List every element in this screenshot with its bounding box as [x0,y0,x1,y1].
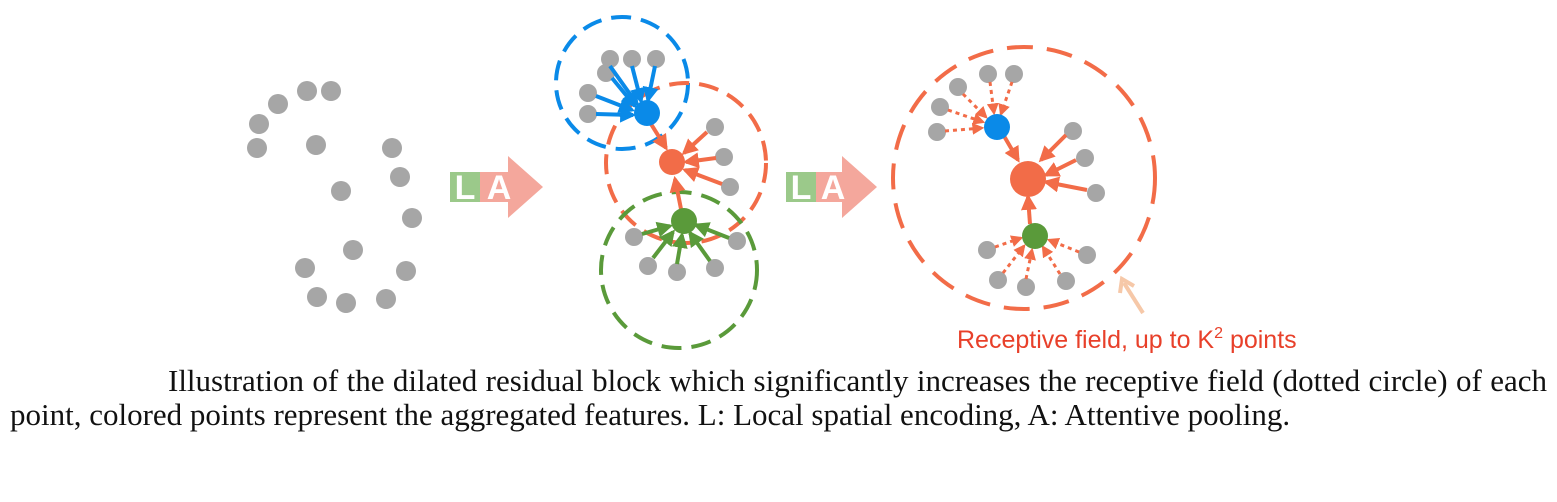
receptive-field-label: Receptive field, up to K2 points [957,325,1297,354]
annotation-pointer [1122,281,1145,315]
figure-caption: Illustration of the dilated residual blo… [10,363,1547,432]
label-a: A [821,169,846,207]
dotted-green-neighbor-arrows [994,235,1080,280]
orange-feature-point [1010,161,1046,197]
green-feature-point [1022,223,1048,249]
panel3-gray-points [928,65,1105,296]
green-aggregation-arrows [641,221,730,265]
dilated-residual-block-diagram: L A [247,15,1297,354]
solid-aggregation-arrows [1002,133,1088,225]
label-l: L [791,169,812,207]
annotation-pointer-head [1118,275,1136,294]
dotted-blue-neighbor-arrows [944,81,1014,135]
orange-center-point [659,149,685,175]
receptive-field-circle [891,45,1157,311]
label-a: A [487,169,512,207]
input-point-cloud [247,81,422,313]
neighborhood-panel [554,15,768,350]
receptive-field-annotation: Receptive field, up to K2 points [957,275,1297,354]
blue-aggregation-arrows [595,64,659,123]
orange-aggregation-arrows [649,122,723,210]
green-center-point [671,208,697,234]
blue-feature-point [984,114,1010,140]
label-l: L [455,169,476,207]
la-operator-arrow-1: L A [450,156,543,218]
blue-center-point [634,100,660,126]
dilated-receptive-field-panel [891,45,1157,311]
la-operator-arrow-2: L A [786,156,877,218]
